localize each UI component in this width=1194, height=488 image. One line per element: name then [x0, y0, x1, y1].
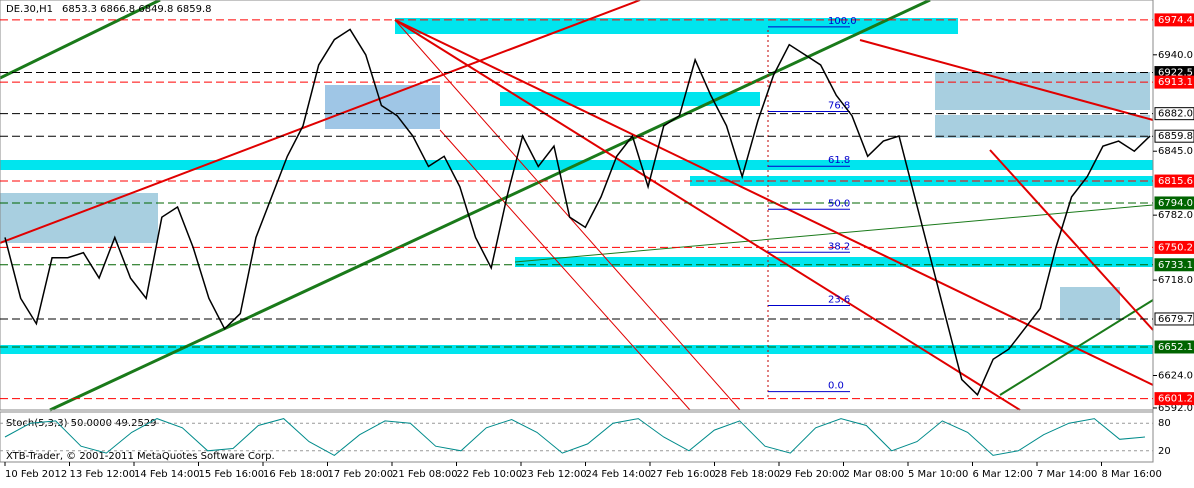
level-label: 6733.1 [1158, 260, 1193, 271]
zone [1060, 287, 1120, 320]
level-label: 6679.7 [1158, 314, 1193, 325]
level-label: 6882.0 [1158, 109, 1193, 120]
price-tick-label: 6624.0 [1158, 370, 1193, 381]
time-label: 2 Mar 08:00 [844, 469, 904, 480]
level-label: 6913.1 [1158, 77, 1193, 88]
level-box [1154, 129, 1194, 143]
level-box [1154, 107, 1194, 121]
fib-label: 23.6 [828, 295, 850, 306]
fib-label: 38.2 [828, 241, 850, 252]
level-label: 6794.0 [1158, 198, 1193, 209]
fib-label: 0.0 [828, 381, 844, 392]
price-tick-label: 6592.0 [1158, 403, 1193, 414]
time-label: 15 Feb 16:00 [199, 469, 265, 480]
trendlines [0, 0, 1154, 412]
zone [395, 18, 958, 34]
level-box [1154, 13, 1194, 27]
trendline [394, 19, 1021, 411]
zone [690, 176, 1153, 186]
trendline [859, 39, 1154, 121]
time-label: 22 Feb 10:00 [457, 469, 523, 480]
stoch-tick-label: 80 [1158, 418, 1171, 429]
price-tick-label: 6940.0 [1158, 50, 1193, 61]
trendline [989, 149, 1154, 331]
level-box [1154, 312, 1194, 326]
level-label: 6815.6 [1158, 176, 1193, 187]
zone [935, 72, 1150, 110]
level-box [1154, 340, 1194, 354]
stoch-line [4, 418, 1146, 456]
fib-label: 50.0 [828, 198, 850, 209]
zones [0, 18, 1153, 354]
time-label: 28 Feb 18:00 [715, 469, 781, 480]
level-box [1154, 240, 1194, 254]
time-label: 13 Feb 12:00 [70, 469, 136, 480]
level-box [1154, 75, 1194, 89]
price-tick-label: 6782.0 [1158, 210, 1193, 221]
trendline [0, 0, 641, 244]
time-label: 5 Mar 10:00 [908, 469, 968, 480]
level-box [1154, 196, 1194, 210]
time-label: 16 Feb 18:00 [263, 469, 329, 480]
fib-label: 61.8 [828, 155, 850, 166]
fib-label: 76.8 [828, 101, 850, 112]
level-box [1154, 392, 1194, 406]
zone [0, 193, 158, 243]
time-label: 6 Mar 12:00 [973, 469, 1033, 480]
time-label: 17 Feb 20:00 [328, 469, 394, 480]
time-label: 21 Feb 08:00 [392, 469, 458, 480]
trendline [439, 129, 691, 411]
stoch-title: Stoch(5,3,3) 50.0000 49.2529 [6, 418, 157, 429]
level-label: 6922.5 [1158, 68, 1193, 79]
time-label: 29 Feb 20:00 [779, 469, 845, 480]
trendline [394, 19, 741, 411]
level-label: 6652.1 [1158, 342, 1193, 353]
zone [935, 115, 1150, 138]
copyright: XTB-Trader, © 2001-2011 MetaQuotes Softw… [6, 451, 275, 462]
time-label: 10 Feb 2012 [5, 469, 67, 480]
trendline [0, 0, 161, 80]
zone [0, 345, 1153, 354]
time-label: 27 Feb 16:00 [650, 469, 716, 480]
level-label: 6750.2 [1158, 242, 1193, 253]
time-label: 24 Feb 14:00 [586, 469, 652, 480]
quote: 6853.3 6866.8 6849.8 6859.8 [62, 4, 212, 15]
level-box [1154, 258, 1194, 272]
price-line [4, 28, 1151, 397]
zone [515, 257, 1153, 267]
fib-label: 100.0 [828, 16, 857, 27]
price-tick-label: 6845.0 [1158, 146, 1193, 157]
time-label: 7 Mar 14:00 [1037, 469, 1097, 480]
trendline [514, 204, 1154, 263]
level-box [1154, 174, 1194, 188]
level-label: 6974.4 [1158, 15, 1193, 26]
level-label: 6601.2 [1158, 394, 1193, 405]
time-label: 23 Feb 12:00 [521, 469, 587, 480]
trendline [49, 0, 931, 412]
price-tick-label: 6718.0 [1158, 275, 1193, 286]
stoch-tick-label: 20 [1158, 446, 1171, 457]
time-label: 8 Mar 16:00 [1102, 469, 1162, 480]
symbol: DE.30,H1 [6, 4, 53, 15]
time-label: 14 Feb 14:00 [134, 469, 200, 480]
level-label: 6859.8 [1158, 131, 1193, 142]
